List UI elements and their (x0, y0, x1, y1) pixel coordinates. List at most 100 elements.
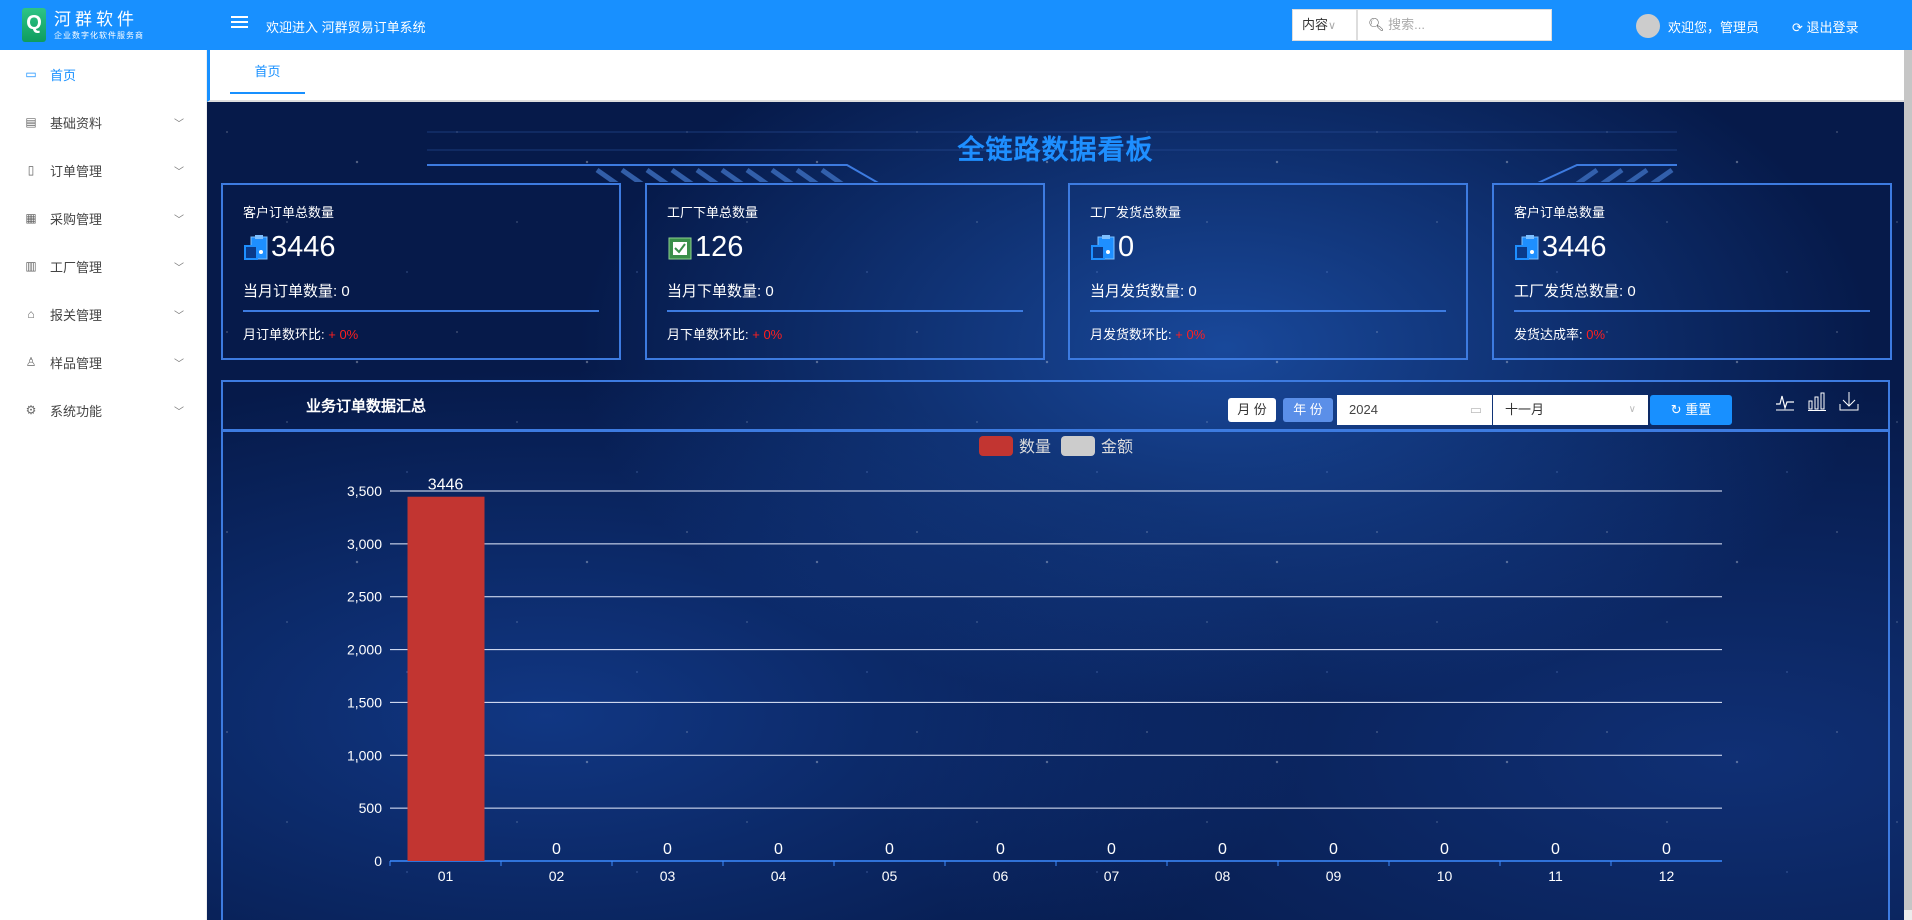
card-sub-label: 当月下单数量: (667, 283, 762, 300)
check-calendar-icon (668, 237, 692, 260)
bar-data-label: 3446 (428, 477, 464, 494)
y-tick-label: 3,000 (347, 536, 382, 552)
sidebar-item-6[interactable]: ♙ 样品管理 ﹀ (0, 338, 206, 386)
tab-home[interactable]: 首页 (230, 50, 305, 94)
calendar-icon: ▭ (1469, 402, 1482, 417)
welcome-text: 欢迎进入 河群贸易订单系统 (266, 20, 426, 35)
card-ratio-label: 月发货数环比: (1090, 327, 1172, 342)
bar-data-label: 0 (1329, 841, 1338, 858)
y-tick-label: 3,500 (347, 483, 382, 499)
store-icon: ▦ (25, 211, 37, 225)
tab-bar: 首页 (207, 50, 1904, 102)
x-tick-label: 10 (1437, 868, 1453, 884)
chevron-down-icon: ∨ (1628, 404, 1636, 415)
bar[interactable] (407, 496, 485, 861)
x-tick-label: 11 (1548, 868, 1563, 884)
building-icon: ▥ (25, 259, 37, 273)
chevron-down-icon: ﹀ (174, 214, 184, 226)
card-title: 工厂下单总数量 (667, 205, 759, 220)
year-value: 2024 (1349, 402, 1378, 417)
sidebar: ▭ 首页 ▤ 基础资料 ﹀ ▯ 订单管理 ﹀ ▦ 采购管理 ﹀ ▥ 工厂管理 ﹀ ⌂ 报关管理 ﹀ ♙ 样品管理 ﹀ ⚙… (0, 50, 207, 920)
monitor-icon: ▭ (25, 67, 37, 81)
year-picker[interactable]: 2024 ▭ (1337, 395, 1492, 425)
avatar[interactable] (1636, 14, 1660, 38)
card-ratio-value: + 0% (1175, 327, 1206, 342)
card-ratio-value: + 0% (752, 327, 783, 342)
y-tick-label: 500 (359, 800, 383, 816)
page-scrollbar[interactable] (1904, 50, 1912, 920)
sidebar-item-3[interactable]: ▦ 采购管理 ﹀ (0, 194, 206, 242)
document-icon: ▯ (27, 163, 35, 177)
stat-card: 工厂下单总数量 126 当月下单数量: 0 月下单数环比: + 0% (645, 183, 1045, 360)
bar-data-label: 0 (1662, 841, 1671, 858)
legend-label[interactable]: 数量 (1019, 438, 1051, 456)
bar-data-label: 0 (1218, 841, 1227, 858)
sidebar-item-4[interactable]: ▥ 工厂管理 ﹀ (0, 242, 206, 290)
month-button[interactable]: 月 份 (1228, 398, 1276, 422)
logout-button[interactable]: ⟳ 退出登录 (1792, 17, 1859, 36)
gear-icon: ⚙ (25, 403, 37, 417)
bank-icon: ⌂ (27, 307, 35, 321)
chevron-down-icon: ﹀ (174, 262, 184, 274)
stat-card: 工厂发货总数量 0 当月发货数量: 0 月发货数环比: + 0% (1068, 183, 1468, 360)
card-ratio-value: + 0% (328, 327, 359, 342)
logo-subtitle: 企业数字化软件服务商 (54, 30, 144, 40)
x-tick-label: 03 (660, 868, 676, 884)
reset-label: 重置 (1685, 402, 1712, 417)
search-placeholder: 搜索... (1388, 17, 1425, 32)
dashboard: 全链路数据看板 客户订单总数量 3446 当月订单数量: 0 月订单数环比: +… (207, 102, 1904, 920)
sidebar-item-label: 系统功能 (50, 403, 103, 419)
search-scope-value: 内容 (1302, 17, 1329, 32)
download-icon[interactable] (1838, 390, 1860, 412)
x-tick-label: 06 (993, 868, 1009, 884)
shirt-icon: ♙ (25, 355, 37, 369)
sidebar-item-5[interactable]: ⌂ 报关管理 ﹀ (0, 290, 206, 338)
legend-label[interactable]: 金额 (1101, 438, 1133, 456)
line-chart-icon[interactable] (1774, 390, 1796, 412)
legend-swatch[interactable] (979, 436, 1013, 456)
card-sub-label: 当月发货数量: (1090, 283, 1185, 300)
bar-data-label: 0 (1107, 841, 1116, 858)
bar-data-label: 0 (552, 841, 561, 858)
y-tick-label: 1,000 (347, 747, 382, 763)
bar-data-label: 0 (663, 841, 672, 858)
card-title: 客户订单总数量 (243, 205, 335, 220)
logo-icon: Q (22, 8, 46, 42)
y-tick-label: 2,000 (347, 642, 382, 658)
clipboard-icon (1091, 235, 1115, 260)
legend-swatch[interactable] (1061, 436, 1095, 456)
x-tick-label: 12 (1659, 868, 1675, 884)
card-sub-value: 0 (341, 283, 350, 300)
x-tick-label: 09 (1326, 868, 1342, 884)
top-header: Q 河群软件 企业数字化软件服务商 欢迎进入 河群贸易订单系统 内容∨ 🔍︎ 搜索… (0, 0, 1912, 50)
sidebar-item-7[interactable]: ⚙ 系统功能 ﹀ (0, 386, 206, 434)
title-decoration (427, 131, 1677, 182)
x-tick-label: 04 (771, 868, 787, 884)
sidebar-item-1[interactable]: ▤ 基础资料 ﹀ (0, 98, 206, 146)
sidebar-item-label: 报关管理 (50, 307, 103, 323)
stat-card: 客户订单总数量 3446 工厂发货总数量: 0 发货达成率: 0% (1492, 183, 1892, 360)
card-title: 客户订单总数量 (1514, 205, 1606, 220)
card-value: 0 (1118, 230, 1135, 263)
sidebar-item-0[interactable]: ▭ 首页 (0, 50, 206, 98)
x-tick-label: 02 (549, 868, 565, 884)
search-input[interactable]: 🔍︎ 搜索... (1357, 9, 1552, 41)
year-button[interactable]: 年 份 (1283, 398, 1333, 422)
bar-data-label: 0 (885, 841, 894, 858)
bar-data-label: 0 (1551, 841, 1560, 858)
card-value: 3446 (271, 230, 336, 263)
month-select[interactable]: 十一月 ∨ (1493, 395, 1648, 425)
card-ratio-label: 月订单数环比: (243, 327, 325, 342)
bar-chart-icon[interactable] (1806, 390, 1828, 412)
menu-toggle-icon[interactable] (226, 13, 248, 33)
refresh-icon: ↻ (1670, 402, 1682, 417)
search-scope-select[interactable]: 内容∨ (1292, 9, 1357, 41)
card-ratio-label: 发货达成率: (1514, 327, 1583, 342)
logout-label: 退出登录 (1806, 20, 1859, 35)
bar-data-label: 0 (1440, 841, 1449, 858)
sidebar-item-2[interactable]: ▯ 订单管理 ﹀ (0, 146, 206, 194)
card-icon: ▤ (25, 115, 37, 129)
y-tick-label: 1,500 (347, 694, 382, 710)
reset-button[interactable]: ↻ 重置 (1650, 395, 1732, 425)
logo: Q 河群软件 企业数字化软件服务商 (22, 8, 144, 42)
